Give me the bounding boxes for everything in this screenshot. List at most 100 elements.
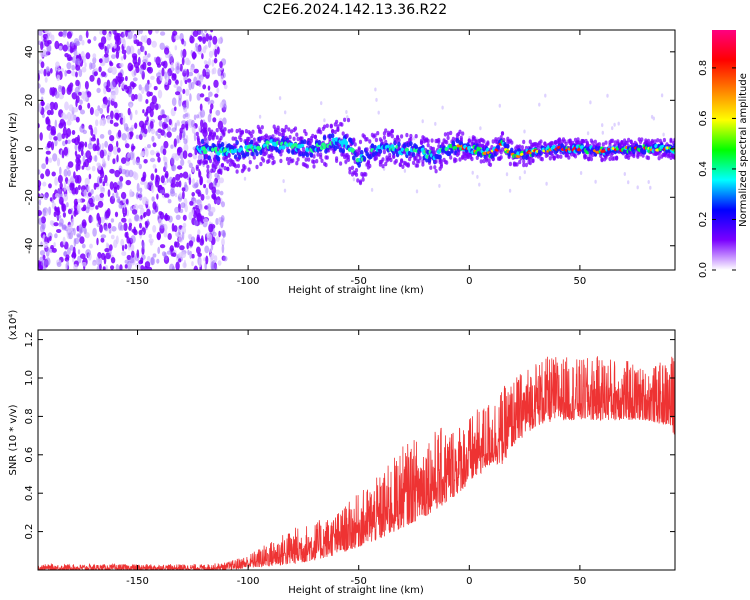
spectrogram-noise-speck xyxy=(195,189,201,195)
spectrogram-noise-speck xyxy=(84,80,89,90)
spectrogram-signal-halo xyxy=(646,155,651,161)
spectrogram-noise-speck xyxy=(63,146,69,156)
spectrogram-signal-halo xyxy=(228,162,232,167)
spectrogram-noise-speck xyxy=(161,67,165,77)
snr-ytick-label: 0.4 xyxy=(24,485,35,501)
spectrogram-noise-speck xyxy=(164,47,170,55)
spectrogram-signal-halo xyxy=(421,159,425,164)
spectrogram-signal-halo xyxy=(230,128,234,133)
spectrogram-signal-body xyxy=(438,154,442,160)
spectrogram-noise-speck xyxy=(140,180,146,185)
spectrogram-noise-speck xyxy=(51,171,56,177)
spectrogram-noise-speck xyxy=(210,30,213,33)
spectrogram-noise-speck xyxy=(476,174,479,179)
spectrogram-signal-halo xyxy=(244,129,248,134)
spectrogram-noise-speck xyxy=(64,69,68,77)
spectrogram-noise-speck xyxy=(87,192,92,197)
spectrogram-noise-speck xyxy=(134,214,140,221)
spectrogram-noise-speck xyxy=(127,107,131,116)
spectrogram-signal-halo xyxy=(445,140,449,145)
spectrogram-noise-speck xyxy=(92,57,97,64)
spectrogram-signal-halo xyxy=(449,130,453,136)
spectrogram-noise-speck xyxy=(104,225,108,232)
spectrogram-noise-speck xyxy=(49,197,53,202)
spectrogram-noise-speck xyxy=(182,104,186,110)
snr-xtick-label: 0 xyxy=(466,576,472,587)
spectrogram-signal-halo xyxy=(247,167,251,172)
spectrogram-noise-speck xyxy=(166,131,172,138)
spectrogram-noise-speck xyxy=(134,94,138,100)
spectrogram-noise-speck xyxy=(66,247,71,255)
spectrogram-noise-speck xyxy=(208,50,214,58)
spectrogram-noise-speck xyxy=(187,152,193,158)
spectrogram-noise-speck xyxy=(178,258,182,263)
spectrogram-noise-speck xyxy=(38,217,43,225)
snr-ytick-label: 0.6 xyxy=(24,447,35,463)
spectrogram-noise-speck xyxy=(129,103,133,109)
spectrogram-signal-halo xyxy=(539,139,543,144)
spectrogram-signal-halo xyxy=(364,172,368,177)
spectrogram-noise-speck xyxy=(109,135,115,142)
spectrogram-noise-speck xyxy=(45,117,49,125)
spectrogram-noise-speck xyxy=(187,249,190,256)
spectrogram-noise-speck xyxy=(181,123,186,130)
spectrogram-noise-speck xyxy=(189,250,193,260)
spectrogram-noise-speck xyxy=(178,97,182,107)
spectrogram-noise-speck xyxy=(185,123,189,131)
spectrogram-noise-speck xyxy=(117,129,122,138)
spectrogram-noise-speck xyxy=(38,185,41,191)
spectrogram-noise-speck xyxy=(523,170,526,175)
spectrogram-noise-speck xyxy=(209,108,212,114)
spectrogram-noise-speck xyxy=(146,37,152,46)
spectrogram-noise-speck xyxy=(135,134,140,140)
spectrogram-signal-halo xyxy=(466,154,470,160)
spectrogram-signal-halo xyxy=(406,162,410,167)
spectrogram-ytick-label: 40 xyxy=(24,45,35,58)
spectrogram-noise-speck xyxy=(209,99,215,105)
spectrogram-noise-speck xyxy=(156,258,160,264)
spectrogram-signal-halo xyxy=(653,139,657,144)
spectrogram-signal-halo xyxy=(315,159,319,164)
spectrogram-noise-speck xyxy=(185,88,190,97)
spectrogram-noise-speck xyxy=(101,117,106,127)
spectrogram-noise-speck xyxy=(106,87,111,93)
spectrogram-noise-speck xyxy=(57,174,63,184)
spectrogram-signal-halo xyxy=(531,158,535,163)
spectrogram-noise-speck xyxy=(45,168,51,177)
spectrogram-noise-speck xyxy=(89,243,93,249)
snr-xtick-label: -150 xyxy=(126,576,149,587)
spectrogram-noise-speck xyxy=(149,157,156,163)
spectrogram-signal-halo xyxy=(335,156,339,161)
spectrogram-signal-body xyxy=(409,141,413,147)
spectrogram-noise-speck xyxy=(198,30,203,35)
spectrogram-noise-speck xyxy=(94,155,98,162)
spectrogram-noise-speck xyxy=(174,34,180,41)
spectrogram-noise-speck xyxy=(114,211,119,218)
spectrogram-signal-halo xyxy=(195,131,199,137)
spectrogram-signal-halo xyxy=(336,124,340,129)
spectrogram-noise-speck xyxy=(94,145,100,151)
spectrogram-noise-speck xyxy=(110,257,116,264)
spectrogram-signal-halo xyxy=(354,172,359,177)
spectrogram-noise-speck xyxy=(144,261,151,269)
spectrogram-noise-speck xyxy=(77,205,81,214)
spectrogram-noise-speck xyxy=(131,82,137,88)
spectrogram-noise-speck xyxy=(160,31,166,36)
spectrogram-noise-speck xyxy=(193,265,199,270)
spectrogram-noise-speck xyxy=(97,77,101,86)
spectrogram-noise-speck xyxy=(45,66,50,73)
spectrogram-signal-halo xyxy=(333,129,337,135)
spectrogram-noise-speck xyxy=(108,97,111,106)
spectrogram-signal-halo xyxy=(458,157,462,162)
spectrogram-noise-speck xyxy=(177,165,183,170)
spectrogram-noise-speck xyxy=(96,237,99,246)
spectrogram-noise-speck xyxy=(221,238,225,247)
spectrogram-noise-speck xyxy=(120,191,127,200)
spectrogram-noise-speck xyxy=(174,45,178,51)
spectrogram-noise-speck xyxy=(50,129,56,136)
spectrogram-signal-body xyxy=(378,148,383,154)
spectrogram-noise-speck xyxy=(127,243,131,251)
spectrogram-noise-speck xyxy=(199,93,205,98)
spectrogram-noise-speck xyxy=(112,145,118,155)
spectrogram-noise-speck xyxy=(415,189,419,194)
